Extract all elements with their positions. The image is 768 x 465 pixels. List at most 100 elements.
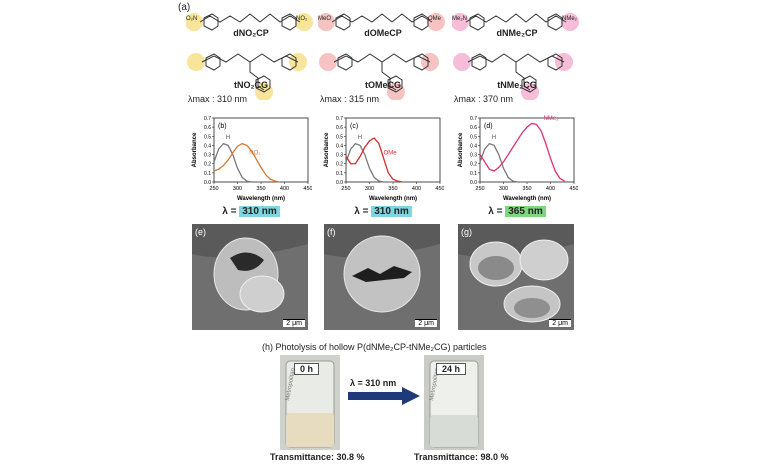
y-tick-label: 0.0 (470, 180, 477, 186)
x-axis-label: Wavelength (nm) (237, 196, 285, 202)
irradiation-prefix: λ = (488, 206, 506, 217)
y-tick-label: 0.5 (336, 134, 343, 140)
lambda-max-label: λmax : 315 nm (320, 94, 380, 104)
cp-name: dOMeCP (364, 28, 402, 38)
scale-bar: 2 μm (283, 319, 305, 327)
substituent-right-label: NMe₂ (562, 16, 577, 22)
y-tick-label: 0.2 (470, 162, 477, 168)
cp-ring-right (281, 13, 297, 31)
series-line-h (345, 142, 393, 183)
y-axis-label: Absorbance (458, 132, 464, 167)
cg-branch (381, 62, 397, 91)
sem-render (192, 224, 308, 330)
lambda-max-label: λmax : 310 nm (188, 94, 248, 104)
panel-letter: (b) (218, 123, 227, 130)
photolysis-arrow-label: λ = 310 nm (350, 378, 397, 388)
vial-after: Metropolitan 24 h (424, 355, 484, 450)
series-line-h (479, 142, 527, 183)
x-tick-label: 350 (256, 186, 265, 192)
cg-ring-right (413, 53, 429, 71)
y-tick-label: 0.0 (336, 180, 343, 186)
y-tick-label: 0.1 (336, 171, 343, 177)
substituent-left-label: O₂N (186, 16, 198, 22)
structure-no2 (186, 13, 313, 100)
plot-frame (479, 117, 575, 183)
x-tick-label: 450 (569, 186, 578, 192)
sem-image-no2: (e) 2 μm (192, 224, 308, 330)
y-tick-label: 0.4 (470, 143, 477, 149)
y-tick-label: 0.6 (204, 125, 211, 131)
x-tick-label: 250 (475, 186, 484, 192)
cg-name: tOMeCG (365, 80, 401, 90)
x-axis-label: Wavelength (nm) (503, 196, 551, 202)
y-tick-label: 0.6 (336, 125, 343, 131)
cg-ring-left (471, 53, 487, 71)
cp-ring-left (469, 13, 485, 31)
irradiation-label: λ = 310 nm (186, 206, 316, 217)
series-line-nme2 (479, 122, 565, 182)
y-axis-label: Absorbance (192, 132, 198, 167)
cg-ring-right (547, 53, 563, 71)
substituent-left-label: MeO (318, 16, 332, 22)
cg-branch (515, 62, 531, 91)
irradiation-prefix: λ = (222, 206, 240, 217)
cp-backbone (331, 13, 433, 23)
lambda-max-label: λmax : 370 nm (454, 94, 514, 104)
y-tick-label: 0.4 (336, 143, 343, 149)
series-line-h (213, 142, 261, 183)
photolysis-caption: (h) Photolysis of hollow P(dNMe₂CP-tNMe₂… (262, 342, 487, 352)
panel-letter: (c) (350, 123, 358, 130)
cg-name: tNMe₂CG (497, 80, 537, 90)
substituent-left-label: Me₂N (452, 16, 467, 22)
absorbance-chart-no2: 0.0 0.1 0.2 0.3 0.4 0.5 0.6 0.7 250 300 350 400 450 W… (192, 116, 312, 202)
y-tick-label: 0.3 (336, 153, 343, 159)
substituent-right-label: NO₂ (296, 16, 308, 22)
arrow-head (402, 387, 420, 405)
scale-bar: 2 μm (549, 319, 571, 327)
sem-panel-letter: (g) (461, 227, 472, 237)
substituent-highlight (452, 13, 469, 31)
sem-render (458, 224, 574, 330)
transmittance-before: Transmittance: 30.8 % (270, 452, 365, 462)
y-tick-label: 0.7 (470, 116, 477, 122)
series-label-h: H (358, 135, 362, 141)
irradiation-wavelength: 310 nm (371, 206, 412, 217)
plot-frame (345, 117, 441, 183)
cg-name: tNO₂CG (234, 80, 268, 90)
cp-ring-left (335, 13, 351, 31)
irradiation-label: λ = 310 nm (318, 206, 448, 217)
y-tick-label: 0.7 (204, 116, 211, 122)
series-label-sub: NO₂ (249, 151, 261, 157)
column-no2: O₂N NO₂ dNO₂CP tNO₂CG λmax : 310 nm 0.0 0.1 0.2… (186, 0, 316, 340)
cp-backbone (199, 13, 301, 23)
scale-bar: 2 μm (415, 319, 437, 327)
y-tick-label: 0.4 (204, 143, 211, 149)
sem-panel-letter: (e) (195, 227, 206, 237)
substituent-highlight (295, 13, 313, 31)
y-tick-label: 0.1 (204, 171, 211, 177)
series-label-sub: NMe₂ (543, 116, 559, 122)
substituent-right-label: OMe (428, 16, 442, 22)
svg-text:Metropolitan: Metropolitan (429, 368, 441, 402)
x-tick-label: 250 (341, 186, 350, 192)
substituent-highlight (187, 53, 205, 71)
substituent-highlight (319, 53, 337, 71)
x-tick-label: 300 (233, 186, 242, 192)
irradiation-wavelength: 310 nm (239, 206, 280, 217)
cg-ring-left (205, 53, 221, 71)
plot-frame (213, 117, 309, 183)
column-ome: MeO OMe dOMeCP tOMeCG λmax : 315 nm 0.0 0.1 0.2… (318, 0, 450, 340)
cp-ring-right (547, 13, 563, 31)
y-tick-label: 0.5 (470, 134, 477, 140)
cp-ring-left (203, 13, 219, 31)
y-tick-label: 0.3 (204, 153, 211, 159)
y-tick-label: 0.6 (470, 125, 477, 131)
substituent-highlight (453, 53, 471, 71)
absorbance-chart-ome: 0.0 0.1 0.2 0.3 0.4 0.5 0.6 0.7 250 300 350 400 450 W… (324, 116, 444, 202)
irradiation-wavelength: 365 nm (505, 206, 546, 217)
x-tick-label: 350 (522, 186, 531, 192)
series-label-h: H (492, 135, 496, 141)
x-tick-label: 400 (546, 186, 555, 192)
x-tick-label: 250 (209, 186, 218, 192)
sem-image-nme2: (g) 2 μm (458, 224, 574, 330)
